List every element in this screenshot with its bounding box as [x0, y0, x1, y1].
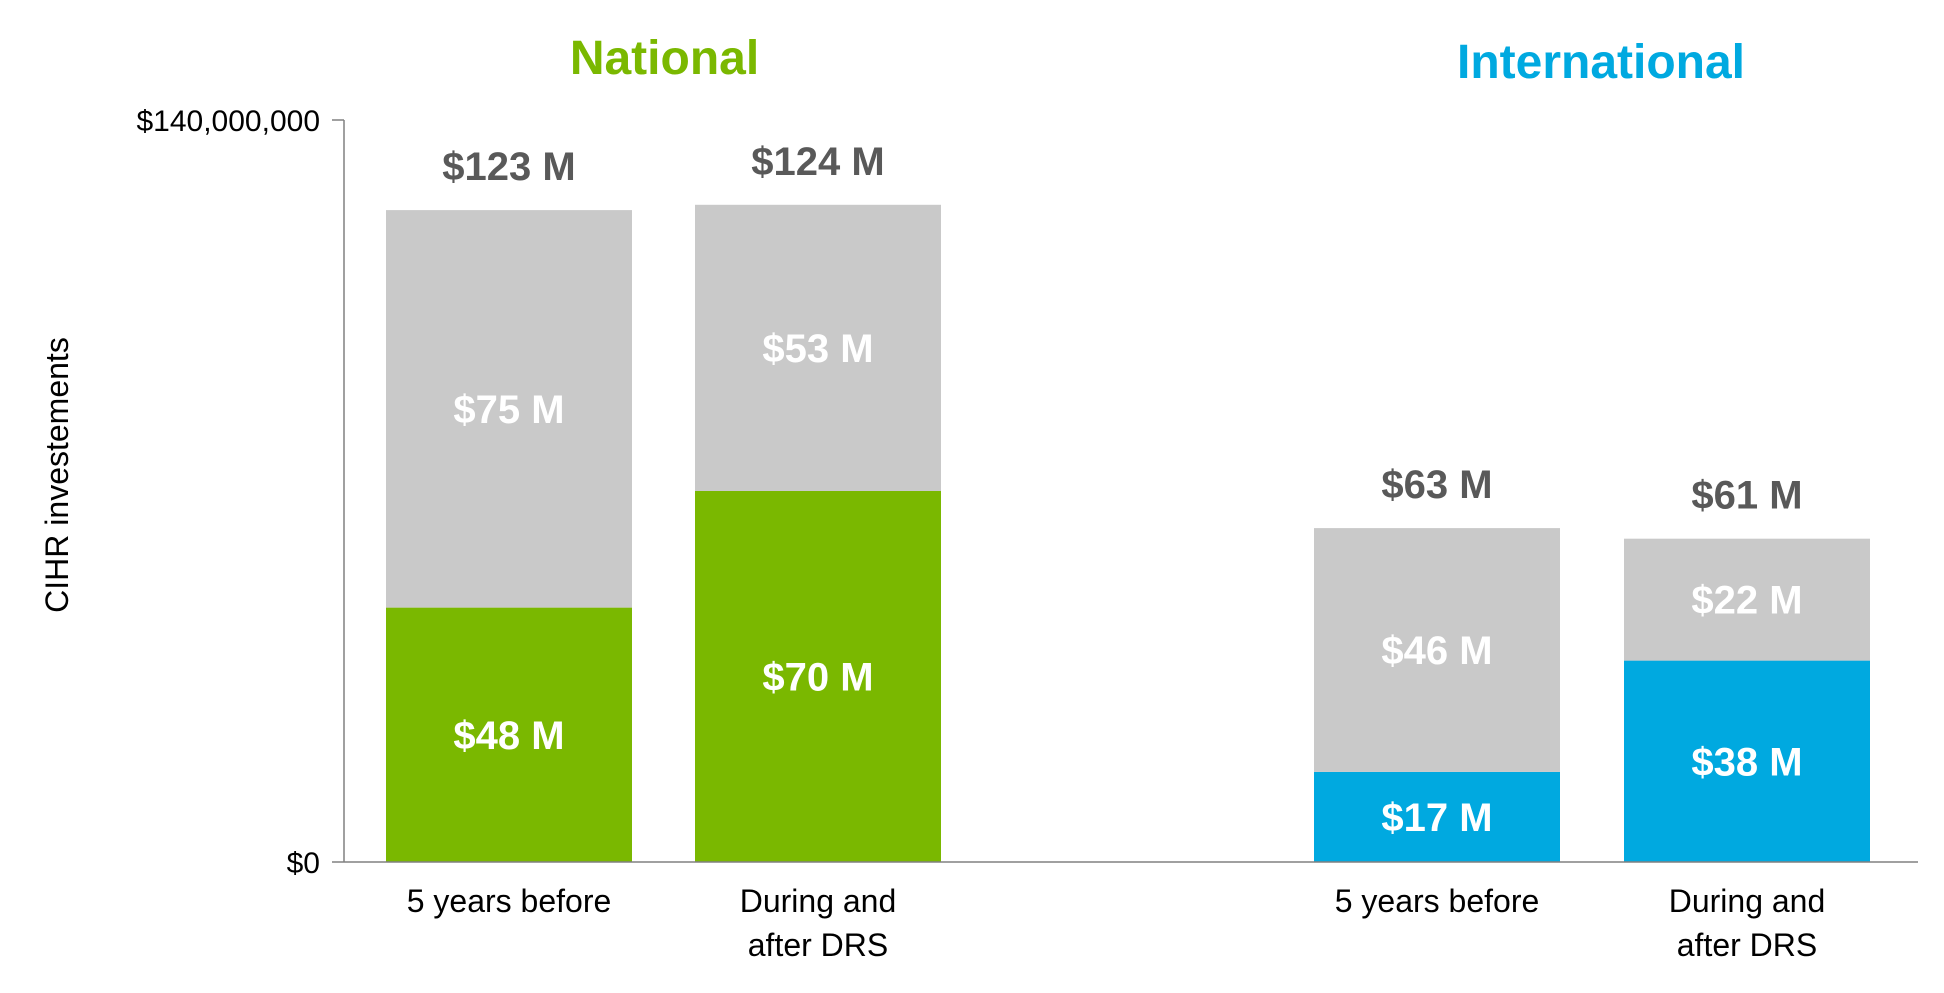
- y-tick-label: $0: [287, 847, 320, 880]
- bar-segment-national: [695, 491, 941, 862]
- group-title-international: International: [1457, 36, 1745, 89]
- category-label: after DRS: [748, 927, 888, 963]
- bar-segment-other: [695, 204, 941, 492]
- category-label: after DRS: [1677, 927, 1817, 963]
- bar-segment-international: [1314, 771, 1560, 862]
- category-label: 5 years before: [407, 883, 612, 919]
- segment-value-label: $75 M: [453, 388, 564, 432]
- segment-value-label: $46 M: [1381, 629, 1492, 673]
- bar-segment-international: [1624, 660, 1870, 862]
- segment-value-label: $53 M: [762, 327, 873, 371]
- bar-total-label: $124 M: [751, 140, 884, 184]
- category-label: During and: [1669, 883, 1826, 919]
- bar-total-label: $61 M: [1691, 474, 1802, 518]
- category-label: During and: [740, 883, 897, 919]
- y-axis-title: CIHR investements: [39, 337, 75, 613]
- labels-layer: National $48 M $75 M $123 M 5 years before $7…: [407, 32, 1826, 963]
- group-title-national: National: [570, 32, 759, 85]
- segment-value-label: $22 M: [1691, 579, 1802, 623]
- bars-layer: [386, 204, 1870, 862]
- bar-total-label: $123 M: [442, 145, 575, 189]
- segment-value-label: $17 M: [1381, 796, 1492, 840]
- bar-segment-national: [386, 607, 632, 862]
- bar-total-label: $63 M: [1381, 463, 1492, 507]
- category-label: 5 years before: [1335, 883, 1540, 919]
- segment-value-label: $70 M: [762, 656, 873, 700]
- axis-layer: $0 $140,000,000 CIHR investements: [39, 105, 1918, 880]
- y-tick-label: $140,000,000: [136, 105, 320, 138]
- segment-value-label: $38 M: [1691, 740, 1802, 784]
- segment-value-label: $48 M: [453, 714, 564, 758]
- bar-segment-other: [1624, 538, 1870, 661]
- bar-segment-other: [386, 210, 632, 608]
- bar-segment-other: [1314, 528, 1560, 772]
